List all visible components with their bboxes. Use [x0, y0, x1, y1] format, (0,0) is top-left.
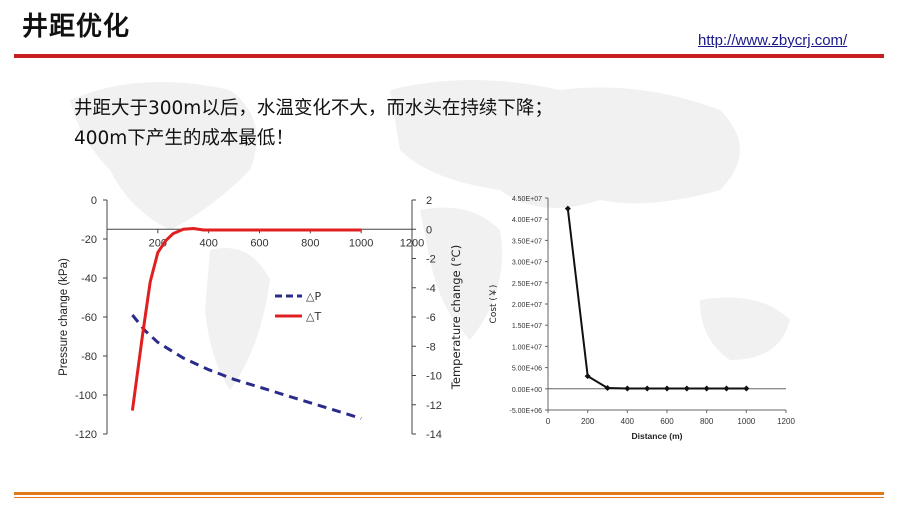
footer-divider-bottom: [14, 497, 884, 498]
cost-data-point: [683, 385, 690, 392]
website-link[interactable]: http://www.zbycrj.com/: [698, 32, 848, 49]
y2-tick-label: -10: [426, 371, 442, 383]
cost-data-point: [723, 385, 730, 392]
y-tick-label: -40: [81, 273, 97, 285]
world-map-watermark: [70, 80, 790, 390]
cost-data-point: [664, 385, 670, 392]
headline-text: 井距大于300m以后，水温变化不大，而水头在持续下降； 400m下产生的成本最低…: [74, 94, 834, 154]
y2-tick-label: 0: [426, 224, 432, 236]
y-tick-label: 0: [91, 195, 97, 207]
cost-y-tick-label: 5.00E+06: [512, 366, 542, 373]
x-tick-label: 1200: [400, 237, 424, 249]
pressure-temperature-chart: 0 -20 -40 -60 -80 -100 -120 2 0 -2 -4 -6 -8 -10 -12 -14…: [58, 195, 463, 441]
cost-y-tick-label: 4.50E+07: [512, 196, 542, 203]
cost-data-point: [743, 385, 750, 392]
series-dp-line: [131, 314, 362, 420]
cost-y-tick-label: 0.00E+00: [512, 387, 542, 394]
cost-data-point: [703, 385, 710, 392]
cost-y-tick-label: 2.50E+07: [512, 281, 542, 288]
cost-x-tick-label: 0: [546, 417, 551, 426]
cost-y-tick-label: 1.00E+07: [512, 344, 542, 351]
cost-y-tick-label: 2.00E+07: [512, 302, 542, 309]
cost-x-tick-label: 1200: [777, 417, 795, 426]
headline-line-2: 400m下产生的成本最低！: [74, 128, 294, 149]
cost-series-line: [566, 208, 747, 390]
cost-data-point: [624, 385, 631, 392]
cost-x-tick-label: 400: [621, 417, 635, 426]
cost-data-point: [584, 373, 591, 380]
page-title: 井距优化: [22, 12, 131, 42]
y2-tick-label: -14: [426, 429, 442, 441]
x-tick-label: 600: [250, 237, 268, 249]
y2-tick-label: 2: [426, 195, 432, 207]
y-tick-label: -20: [81, 234, 97, 246]
cost-x-tick-label: 1000: [737, 417, 755, 426]
y2-tick-label: -2: [426, 254, 436, 266]
series-dt-line: [130, 227, 362, 411]
cost-x-axis-title: Distance (m): [631, 431, 682, 441]
cost-y-tick-label: -5.00E+06: [510, 408, 543, 415]
cost-data-point: [644, 385, 651, 392]
title-divider: [14, 54, 884, 58]
y2-tick-label: -6: [426, 312, 436, 324]
headline-line-1: 井距大于300m以后，水温变化不大，而水头在持续下降；: [74, 98, 553, 119]
footer-divider-top: [14, 492, 884, 495]
y-tick-label: -60: [81, 312, 97, 324]
x-tick-label: 400: [199, 237, 217, 249]
cost-x-tick-label: 200: [581, 417, 595, 426]
cost-distance-chart: 4.50E+07 4.00E+07 3.50E+07 3.00E+07 2.50E+07…: [489, 196, 795, 441]
cost-data-point: [564, 205, 571, 212]
x-tick-label: 800: [301, 237, 319, 249]
y-axis-title: Pressure change (kPa): [58, 258, 70, 376]
legend-dp-label: △P: [306, 290, 321, 303]
legend-dt-label: △T: [306, 310, 321, 323]
y-tick-label: -100: [75, 390, 97, 402]
cost-y-axis-title: Cost (￥): [489, 285, 499, 324]
cost-data-point: [604, 384, 611, 391]
cost-x-tick-label: 600: [660, 417, 674, 426]
cost-y-tick-label: 3.00E+07: [512, 260, 542, 267]
y2-tick-label: -12: [426, 400, 442, 412]
cost-x-tick-label: 800: [700, 417, 714, 426]
y2-tick-label: -8: [426, 341, 436, 353]
cost-y-tick-label: 3.50E+07: [512, 238, 542, 245]
y2-axis-title: Temperature change (℃): [449, 245, 463, 390]
x-tick-label: 1000: [349, 237, 373, 249]
cost-y-tick-label: 4.00E+07: [512, 217, 542, 224]
cost-y-tick-label: 1.50E+07: [512, 323, 542, 330]
y2-tick-label: -4: [426, 283, 436, 295]
y-tick-label: -120: [75, 429, 97, 441]
y-tick-label: -80: [81, 351, 97, 363]
